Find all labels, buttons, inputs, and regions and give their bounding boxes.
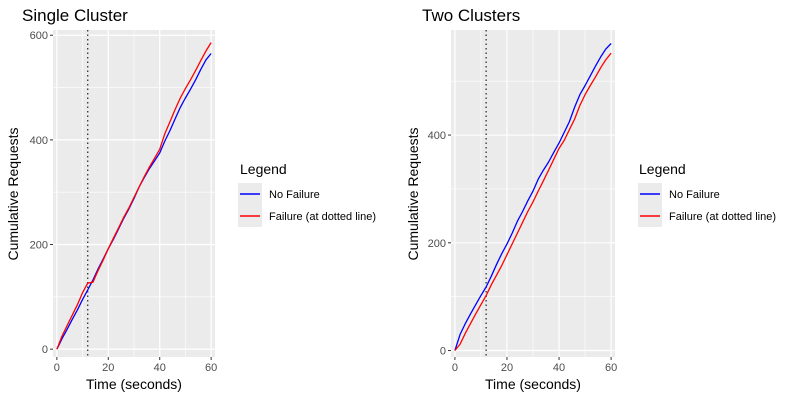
series-lines [56, 42, 212, 350]
y-axis-ticks: 0 200 400 [428, 130, 451, 358]
series-line-failure [454, 52, 612, 351]
x-tick-label: 40 [154, 362, 166, 374]
legend: Legend No Failure Failure (at dotted lin… [638, 161, 776, 227]
legend-label-failure: Failure (at dotted line) [669, 211, 776, 223]
x-tick-label: 0 [54, 362, 60, 374]
x-tick-label: 60 [205, 362, 217, 374]
y-tick-label: 400 [428, 130, 446, 142]
x-axis-title: Time (seconds) [86, 376, 182, 392]
legend: Legend No Failure Failure (at dotted lin… [238, 161, 376, 227]
x-tick-label: 0 [452, 362, 458, 374]
chart-single-cluster: Single Cluster 0 200 400 600 0 20 40 60 Time (… [5, 6, 376, 392]
y-axis-ticks: 0 200 400 600 [30, 30, 53, 356]
series-line-failure [56, 42, 212, 350]
legend-title: Legend [240, 161, 287, 177]
chart-title: Two Clusters [422, 6, 520, 25]
gridlines [53, 30, 215, 357]
y-tick-label: 200 [30, 240, 48, 252]
y-axis-title: Cumulative Requests [5, 127, 21, 260]
series-line-no-failure [454, 43, 612, 351]
chart-title: Single Cluster [22, 6, 128, 25]
x-tick-label: 60 [605, 362, 617, 374]
x-tick-label: 40 [553, 362, 565, 374]
chart-two-clusters: Two Clusters 0 200 400 0 20 40 60 Time (secon… [405, 6, 776, 392]
legend-label-no-failure: No Failure [669, 189, 720, 201]
y-tick-label: 400 [30, 135, 48, 147]
series-lines [454, 43, 612, 351]
y-tick-label: 600 [30, 30, 48, 42]
y-tick-label: 0 [440, 346, 446, 358]
y-axis-title: Cumulative Requests [405, 127, 421, 260]
x-axis-title: Time (seconds) [485, 376, 581, 392]
legend-title: Legend [639, 161, 686, 177]
y-tick-label: 0 [42, 344, 48, 356]
legend-label-no-failure: No Failure [269, 189, 320, 201]
x-axis-ticks: 0 20 40 60 [452, 357, 617, 374]
y-tick-label: 200 [428, 238, 446, 250]
x-axis-ticks: 0 20 40 60 [54, 357, 217, 374]
gridlines [451, 30, 615, 357]
x-tick-label: 20 [102, 362, 114, 374]
legend-label-failure: Failure (at dotted line) [269, 211, 376, 223]
x-tick-label: 20 [501, 362, 513, 374]
